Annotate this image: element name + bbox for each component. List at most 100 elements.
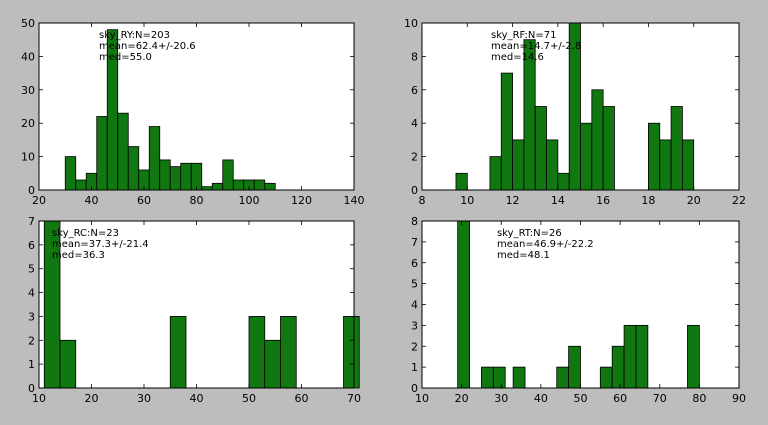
x-tick-label: 8 — [419, 194, 426, 207]
y-tick-label: 3 — [28, 310, 35, 323]
stats-annotation: med=14.6 — [491, 52, 544, 63]
plot-frame — [38, 22, 355, 191]
histogram-bar — [148, 126, 161, 191]
x-tick-label: 40 — [534, 392, 548, 405]
y-tick-label: 6 — [28, 239, 35, 252]
histogram-bar — [546, 139, 559, 191]
y-tick-label: 40 — [21, 50, 35, 63]
histogram-bar — [599, 366, 613, 389]
histogram-bar — [512, 366, 526, 389]
histogram-bar — [159, 159, 171, 191]
histogram-bar — [169, 166, 182, 191]
y-tick-label: 4 — [28, 287, 35, 300]
x-tick-label: 20 — [85, 392, 99, 405]
y-tick-label: 0 — [411, 184, 418, 197]
x-tick-label: 30 — [494, 392, 508, 405]
histogram-bar — [343, 316, 360, 389]
y-tick-label: 10 — [21, 151, 35, 164]
stats-annotation: sky_RF:N=71 — [491, 30, 556, 41]
histogram-bar — [201, 186, 213, 191]
stats-annotation: sky_RT:N=26 — [497, 228, 562, 239]
histogram-bar — [611, 345, 625, 389]
x-tick-label: 90 — [732, 392, 746, 405]
histogram-bar — [568, 345, 581, 389]
y-tick-label: 8 — [411, 50, 418, 63]
histogram-bar — [232, 179, 245, 191]
x-tick-label: 60 — [137, 194, 151, 207]
histogram-bar — [59, 339, 77, 389]
x-tick-label: 20 — [455, 392, 469, 405]
x-tick-label: 10 — [32, 392, 46, 405]
y-tick-label: 2 — [28, 334, 35, 347]
histogram-bar — [591, 89, 604, 191]
y-tick-label: 0 — [411, 382, 418, 395]
x-tick-label: 20 — [32, 194, 46, 207]
y-tick-label: 2 — [411, 151, 418, 164]
histogram-bar — [681, 139, 695, 191]
panel-4: 10 20 30 40 50 60 70 80 90 0 1 2 3 4 5 6 7 8 sky_RT:N=26me… — [411, 215, 746, 405]
histogram-bar — [489, 156, 502, 191]
x-tick-label: 140 — [344, 194, 365, 207]
histogram-bar — [190, 162, 203, 191]
x-tick-label: 60 — [295, 392, 309, 405]
histogram-bar — [556, 366, 570, 389]
x-tick-label: 10 — [415, 392, 429, 405]
histogram-bar — [248, 316, 266, 389]
histogram-bar — [580, 122, 593, 191]
histogram-bar — [457, 220, 470, 389]
y-tick-label: 4 — [411, 299, 418, 312]
histogram-bar — [500, 72, 513, 191]
histogram-bar — [670, 106, 683, 191]
panel-3: 10 20 30 40 50 60 70 0 1 2 3 4 5 6 7 sky_RC:N=23mean=37… — [28, 215, 361, 405]
histogram-bar — [481, 366, 494, 389]
plot-area — [39, 221, 354, 388]
x-tick-label: 70 — [653, 392, 667, 405]
x-tick-label: 100 — [239, 194, 260, 207]
stats-annotation: mean=62.4+/-20.6 — [99, 41, 196, 52]
histogram-bar — [96, 116, 108, 191]
stats-annotation: med=55.0 — [99, 52, 152, 63]
y-tick-label: 4 — [411, 117, 418, 130]
x-tick-label: 14 — [551, 194, 565, 207]
stats-annotation: med=48.1 — [497, 250, 550, 261]
y-tick-label: 10 — [404, 17, 418, 30]
histogram-bar — [623, 324, 637, 389]
x-tick-label: 20 — [687, 194, 701, 207]
plot-frame — [421, 22, 740, 191]
histogram-bar — [602, 106, 615, 191]
stats-annotation: sky_RC:N=23 — [52, 228, 119, 239]
histogram-bar — [492, 366, 506, 389]
panel-1: 20 40 60 80 100 120 140 0 10 20 30 40 50 sky_RY:N=203… — [21, 17, 365, 207]
y-tick-label: 7 — [28, 215, 35, 228]
y-tick-label: 2 — [411, 340, 418, 353]
y-tick-label: 30 — [21, 84, 35, 97]
histogram-bar — [117, 112, 129, 191]
histogram-bar — [648, 122, 661, 191]
histogram-bar — [169, 316, 187, 389]
x-tick-label: 12 — [506, 194, 520, 207]
x-tick-label: 60 — [613, 392, 627, 405]
x-tick-label: 80 — [190, 194, 204, 207]
y-tick-label: 7 — [411, 236, 418, 249]
y-tick-label: 1 — [28, 358, 35, 371]
histogram-bar — [75, 179, 87, 191]
stats-annotation: mean=14.7+/-2.8 — [491, 41, 581, 52]
stats-annotation: mean=37.3+/-21.4 — [52, 239, 149, 250]
y-tick-label: 1 — [411, 361, 418, 374]
histogram-bar — [512, 139, 525, 191]
x-tick-label: 50 — [574, 392, 588, 405]
x-tick-label: 40 — [190, 392, 204, 405]
histogram-bar — [635, 324, 649, 389]
x-tick-label: 10 — [460, 194, 474, 207]
histogram-bar — [222, 159, 234, 191]
y-tick-label: 6 — [411, 84, 418, 97]
stats-annotation: mean=46.9+/-22.2 — [497, 239, 594, 250]
histogram-bar — [280, 316, 297, 389]
histogram-bar — [455, 172, 468, 191]
histogram-bar — [180, 162, 192, 191]
histogram-bar — [64, 156, 77, 191]
y-tick-label: 50 — [21, 17, 35, 30]
x-tick-label: 30 — [137, 392, 151, 405]
x-tick-label: 16 — [596, 194, 610, 207]
histogram-bar — [127, 146, 140, 191]
